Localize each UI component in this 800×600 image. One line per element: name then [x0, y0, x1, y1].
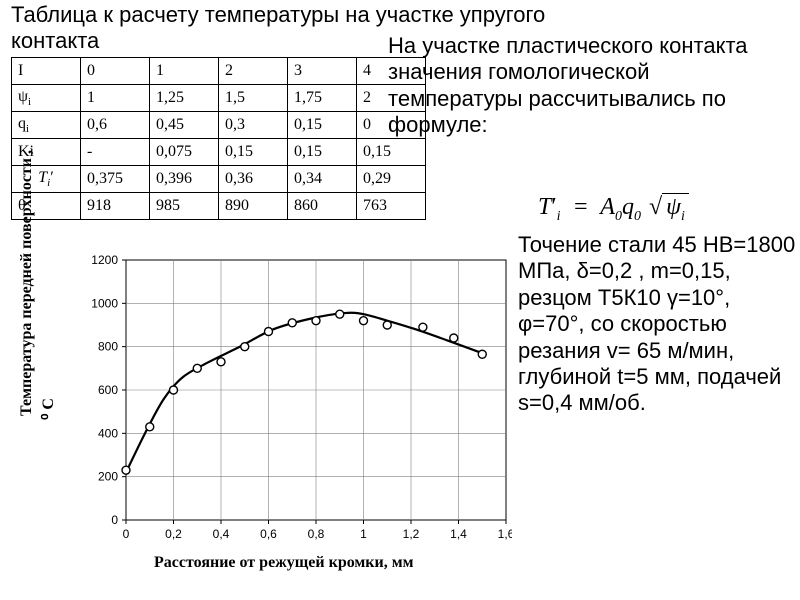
table-cell: 0,375 [81, 166, 150, 193]
table-cell: 763 [357, 193, 426, 220]
chart-xlabel: Расстояние от режущей кромки, мм [154, 554, 414, 572]
table-cell: 0,34 [288, 166, 357, 193]
table-cell: 0,45 [150, 112, 219, 139]
svg-text:0,2: 0,2 [165, 527, 182, 541]
table-cell: 0 [81, 58, 150, 85]
table-cell: 0,3 [219, 112, 288, 139]
calc-table: I01234ψi11,251,51,752qi0,60,450,30,150Ki… [11, 57, 426, 220]
table-cell: 1 [81, 85, 150, 112]
paragraph-cutting-params: Точение стали 45 НВ=1800 МПа, δ=0,2 , m=… [518, 232, 800, 417]
paragraph-plastic-contact: На участке пластического контакта значен… [388, 33, 758, 139]
formula-T-sub: i [557, 209, 561, 224]
table-cell: 3 [288, 58, 357, 85]
svg-text:1200: 1200 [91, 253, 118, 267]
svg-text:600: 600 [98, 383, 118, 397]
svg-text:0: 0 [111, 513, 118, 527]
table-cell: 890 [219, 193, 288, 220]
formula-T: T [538, 194, 551, 220]
svg-text:0,8: 0,8 [308, 527, 325, 541]
table-row-header: I [12, 58, 81, 85]
svg-text:0,6: 0,6 [260, 527, 277, 541]
table-cell: - [81, 139, 150, 166]
table-cell: 0,15 [288, 112, 357, 139]
table-cell: 0,15 [357, 139, 426, 166]
table-cell: 1,5 [219, 85, 288, 112]
chart-ylabel: Температура передней поверхности , [18, 150, 36, 416]
table-cell: 0,15 [219, 139, 288, 166]
table-row-header: ψi [12, 85, 81, 112]
svg-text:1,4: 1,4 [450, 527, 467, 541]
svg-text:0: 0 [123, 527, 130, 541]
table-cell: 1,75 [288, 85, 357, 112]
table-row-header: qi [12, 112, 81, 139]
table-cell: 0,075 [150, 139, 219, 166]
table-cell: 1,25 [150, 85, 219, 112]
table-cell: 2 [357, 85, 426, 112]
svg-text:1: 1 [360, 527, 367, 541]
table-cell: 0,36 [219, 166, 288, 193]
svg-text:1,6: 1,6 [498, 527, 512, 541]
table-cell: 985 [150, 193, 219, 220]
svg-text:800: 800 [98, 340, 118, 354]
table-cell: 0,29 [357, 166, 426, 193]
svg-text:1,2: 1,2 [403, 527, 420, 541]
temperature-chart: 0 200 400 600 800 1000 1200 0 0,2 0,4 0,6 0,8 1 1,2 1,… [14, 240, 512, 585]
table-cell: 1 [150, 58, 219, 85]
table-cell: 0,396 [150, 166, 219, 193]
table-cell: 0,15 [288, 139, 357, 166]
table-cell: 4 [357, 58, 426, 85]
svg-text:1000: 1000 [91, 296, 118, 310]
svg-text:200: 200 [98, 470, 118, 484]
svg-text:400: 400 [98, 426, 118, 440]
table-cell: 860 [288, 193, 357, 220]
svg-text:0,4: 0,4 [213, 527, 230, 541]
table-cell: 0 [357, 112, 426, 139]
table-cell: 0,6 [81, 112, 150, 139]
formula-temperature: T′i = A0q0 √ψi [538, 193, 689, 225]
table-cell: 918 [81, 193, 150, 220]
chart-ylabel-unit: ⁰ C [38, 398, 58, 420]
table-cell: 2 [219, 58, 288, 85]
